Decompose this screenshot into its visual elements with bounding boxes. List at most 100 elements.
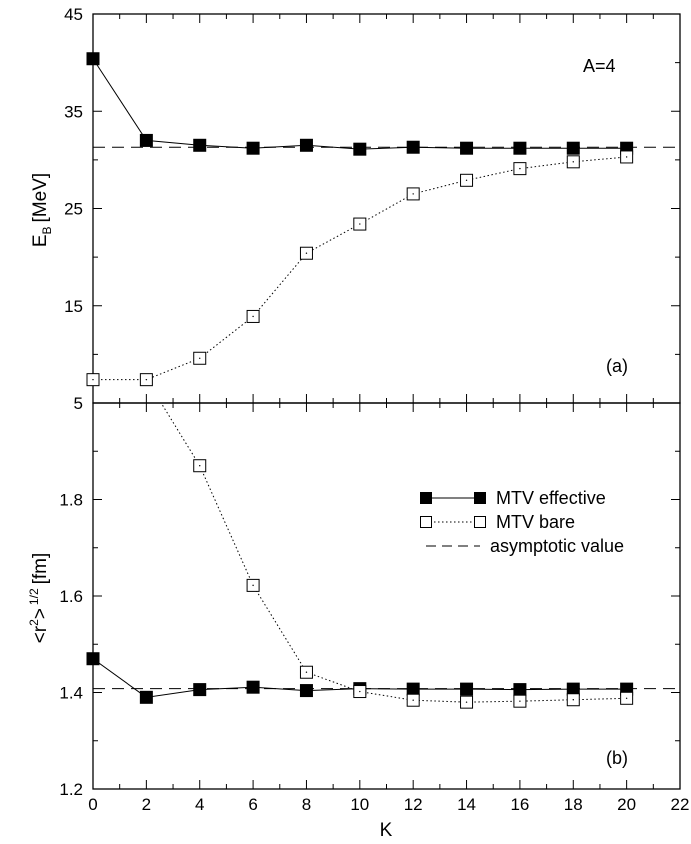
point-bare-dot xyxy=(92,378,94,381)
point-bare-dot xyxy=(199,357,201,359)
x-tick-label: 22 xyxy=(671,795,690,814)
point-bare-dot xyxy=(412,699,414,701)
y-tick-label: 1.4 xyxy=(59,684,83,703)
point-effective xyxy=(460,141,474,155)
point-effective xyxy=(566,141,580,155)
ylabel-unit: [MeV] xyxy=(30,173,51,223)
panel-b-series xyxy=(86,403,634,709)
x-tick-label: 2 xyxy=(142,795,151,814)
legend-item-asymptote: asymptotic value xyxy=(426,536,624,556)
point-bare-dot xyxy=(305,671,308,673)
panel-a-ticks xyxy=(92,13,681,404)
legend-effective-marker-right xyxy=(474,492,486,504)
legend: MTV effective MTV bare asymptotic value xyxy=(420,488,624,556)
point-effective xyxy=(86,52,100,66)
point-bare-dot xyxy=(359,223,361,225)
ylabel-main: E xyxy=(30,234,51,247)
y-tick-label: 35 xyxy=(64,102,83,121)
y-tick-label: 1.6 xyxy=(59,587,83,606)
panel-b-ticks xyxy=(92,402,681,790)
point-effective xyxy=(353,142,367,156)
x-tick-label: 4 xyxy=(195,795,204,814)
point-effective xyxy=(299,138,313,152)
panel-b-label: (b) xyxy=(606,748,628,768)
x-axis-label: K xyxy=(380,820,393,841)
legend-asymptote-label: asymptotic value xyxy=(490,536,624,556)
x-tick-labels: 0 2 4 6 8 10 12 14 16 18 20 22 xyxy=(88,795,689,814)
point-bare-dot xyxy=(252,315,254,318)
series-line-bare xyxy=(93,156,627,381)
point-effective xyxy=(406,140,420,154)
panel-a-y-axis-label: EB [MeV] xyxy=(30,173,54,247)
y-tick-label: 45 xyxy=(64,5,83,24)
point-bare-dot xyxy=(519,167,521,170)
x-tick-label: 12 xyxy=(404,795,423,814)
y-tick-label: 1.8 xyxy=(59,491,83,510)
ylabel-r: <r xyxy=(30,625,51,643)
point-bare-dot xyxy=(199,465,201,467)
point-bare-dot xyxy=(252,584,254,587)
legend-bare-marker-right xyxy=(474,516,486,528)
point-effective xyxy=(513,141,527,155)
point-effective xyxy=(566,682,580,696)
point-bare-dot xyxy=(572,699,574,701)
panel-b-frame xyxy=(92,402,681,790)
legend-effective-marker-left xyxy=(420,492,432,504)
panel-a-series xyxy=(86,52,634,387)
svg-text:<r2>1/2[fm]: <r2>1/2 [fm] xyxy=(27,553,51,644)
series-line-bare xyxy=(160,403,627,703)
x-tick-label: 16 xyxy=(510,795,529,814)
panel-b: (b) 1.2 1.4 1.6 1.8 0 2 4 6 8 10 12 14 16 18 20 22 K <… xyxy=(27,402,689,841)
ylabel-sup: 2 xyxy=(27,619,41,626)
ylabel-power: 1/2 xyxy=(27,588,41,605)
point-bare-dot xyxy=(465,701,468,703)
point-effective xyxy=(193,683,207,697)
legend-item-effective: MTV effective xyxy=(420,488,606,508)
x-tick-label: 20 xyxy=(617,795,636,814)
point-bare-dot xyxy=(625,697,628,699)
point-bare-dot xyxy=(145,378,148,381)
panel-b-y-tick-labels: 1.2 1.4 1.6 1.8 xyxy=(59,491,83,800)
annotation-a4: A=4 xyxy=(583,56,616,76)
x-tick-label: 6 xyxy=(248,795,257,814)
point-bare-dot xyxy=(465,179,468,181)
legend-bare-marker-left xyxy=(420,516,432,528)
legend-item-bare: MTV bare xyxy=(420,512,575,532)
point-bare-dot xyxy=(572,161,574,163)
panel-b-y-axis-label: <r2>1/2 [fm] xyxy=(27,553,51,644)
ylabel-unit-fm: [fm] xyxy=(30,553,51,585)
legend-effective-label: MTV effective xyxy=(496,488,606,508)
point-bare-dot xyxy=(519,700,521,702)
point-effective xyxy=(299,684,313,698)
point-effective xyxy=(406,682,420,696)
x-tick-label: 18 xyxy=(564,795,583,814)
point-bare-dot xyxy=(625,156,628,158)
point-effective xyxy=(86,652,100,666)
y-tick-label: 15 xyxy=(64,297,83,316)
point-effective xyxy=(246,680,260,694)
panel-a: A=4 (a) 5 15 25 35 45 EB [MeV] xyxy=(30,5,681,413)
point-effective xyxy=(139,690,153,704)
panel-a-y-tick-labels: 5 15 25 35 45 xyxy=(64,5,83,413)
y-tick-label: 5 xyxy=(74,394,83,413)
point-effective xyxy=(460,682,474,696)
point-bare-dot xyxy=(359,690,361,693)
legend-bare-label: MTV bare xyxy=(496,512,575,532)
y-tick-label: 1.2 xyxy=(59,780,83,799)
x-tick-label: 8 xyxy=(302,795,311,814)
svg-text:EB[MeV]: EB [MeV] xyxy=(30,173,54,247)
point-effective xyxy=(193,138,207,152)
x-tick-label: 14 xyxy=(457,795,476,814)
point-bare-dot xyxy=(305,252,308,254)
ylabel-after: > xyxy=(30,608,51,619)
series-line-effective xyxy=(93,58,627,150)
x-tick-label: 0 xyxy=(88,795,97,814)
y-tick-label: 25 xyxy=(64,200,83,219)
point-bare-dot xyxy=(412,193,414,195)
x-tick-label: 10 xyxy=(350,795,369,814)
point-effective xyxy=(139,133,153,147)
panel-a-label: (a) xyxy=(606,356,628,376)
point-effective xyxy=(246,141,260,155)
ylabel-sub: B xyxy=(40,226,54,234)
